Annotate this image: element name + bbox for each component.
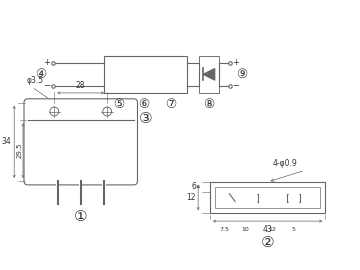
Text: 12: 12 (187, 193, 196, 202)
Text: ①: ① (74, 209, 87, 224)
Circle shape (50, 107, 59, 116)
Text: ③: ③ (139, 111, 153, 126)
Text: 43: 43 (263, 225, 273, 234)
FancyBboxPatch shape (24, 99, 138, 185)
Bar (104, 56, 188, 93)
Text: 10: 10 (242, 227, 249, 232)
Text: 7.5: 7.5 (219, 227, 229, 232)
Text: 29.5: 29.5 (16, 143, 22, 158)
Text: ⑦: ⑦ (165, 98, 176, 111)
Text: 28: 28 (76, 81, 85, 90)
Bar (210, 182, 325, 213)
Text: ②: ② (261, 235, 274, 250)
Text: φ3.5: φ3.5 (27, 76, 44, 85)
Bar (199, 56, 219, 93)
Circle shape (103, 107, 112, 116)
Text: ⑨: ⑨ (237, 68, 248, 81)
Text: 4-φ0.9: 4-φ0.9 (273, 159, 297, 168)
Text: −: − (44, 82, 50, 90)
Text: +: + (44, 58, 50, 67)
Polygon shape (203, 69, 215, 80)
Text: ⑧: ⑧ (203, 98, 215, 111)
Text: 34: 34 (1, 137, 11, 146)
Text: 6: 6 (191, 182, 196, 191)
Text: −: − (233, 82, 239, 90)
Text: 12: 12 (269, 227, 276, 232)
Text: ④: ④ (35, 68, 46, 81)
Text: ⑤: ⑤ (113, 98, 125, 111)
Text: ⑥: ⑥ (139, 98, 150, 111)
Text: 5: 5 (292, 227, 295, 232)
Bar (79, 181, 82, 204)
Bar (215, 187, 320, 208)
Bar (102, 181, 106, 204)
Text: +: + (233, 58, 239, 67)
Bar (56, 181, 59, 204)
